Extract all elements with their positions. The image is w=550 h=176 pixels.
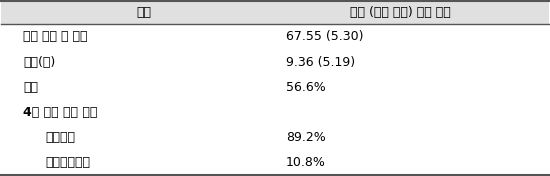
Text: 항목: 항목 [136,7,151,19]
Text: 경도인지장애: 경도인지장애 [45,156,90,169]
Text: 학력(년): 학력(년) [23,55,56,68]
Text: 기저 평가 시 연령: 기저 평가 시 연령 [23,30,88,43]
Text: 9.36 (5.19): 9.36 (5.19) [286,55,355,68]
Text: 67.55 (5.30): 67.55 (5.30) [286,30,364,43]
Text: 56.6%: 56.6% [286,81,326,93]
Text: 여성: 여성 [23,81,38,93]
Text: 10.8%: 10.8% [286,156,326,169]
Text: 4차 추적 평가 진단: 4차 추적 평가 진단 [23,106,98,119]
Text: 정상인지: 정상인지 [45,131,75,144]
Text: 89.2%: 89.2% [286,131,326,144]
Bar [2,1,548,24]
Text: 평균 (표준 편차) 혹은 비율: 평균 (표준 편차) 혹은 비율 [350,7,451,19]
